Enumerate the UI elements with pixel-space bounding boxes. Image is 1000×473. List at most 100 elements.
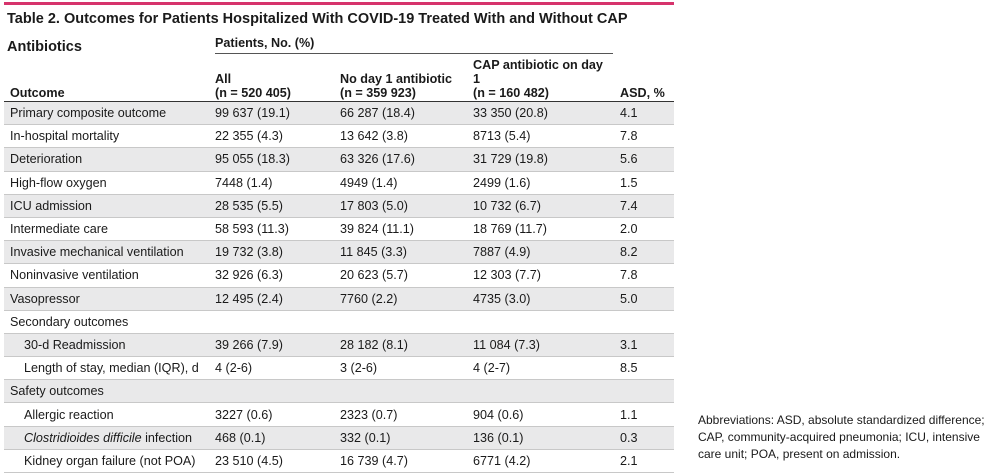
row-label: Kidney organ failure (not POA) — [4, 449, 209, 473]
patients-group-label: Patients, No. (%) — [215, 36, 614, 54]
cell-cap-antibiotic: 10 732 (6.7) — [467, 194, 615, 218]
cell-asd: 8.5 — [614, 356, 675, 381]
row-label: High-flow oxygen — [4, 171, 209, 195]
row-label: Deterioration — [4, 147, 209, 172]
cell-all: 99 637 (19.1) — [209, 101, 334, 126]
cell-cap-antibiotic — [467, 379, 615, 404]
cell-all: 468 (0.1) — [209, 426, 334, 450]
column-header-no-antibiotic: No day 1 antibiotic (n = 359 923) — [334, 57, 467, 102]
abbreviations-footnote: Abbreviations: ASD, absolute standardize… — [698, 413, 985, 461]
cell-cap-antibiotic: 11 084 (7.3) — [467, 333, 615, 358]
cell-no-antibiotic: 7760 (2.2) — [334, 287, 467, 311]
table-row: Safety outcomes — [4, 379, 675, 404]
cell-no-antibiotic: 16 739 (4.7) — [334, 449, 467, 473]
column-header-cap-antibiotic-label: CAP antibiotic on day 1 — [473, 58, 603, 86]
cell-cap-antibiotic: 31 729 (19.8) — [467, 147, 615, 172]
cell-all: 39 266 (7.9) — [209, 333, 334, 358]
column-header-all: All (n = 520 405) — [209, 57, 334, 102]
cell-no-antibiotic: 4949 (1.4) — [334, 171, 467, 195]
column-header-cap-antibiotic-n: (n = 160 482) — [473, 86, 549, 100]
cell-all — [209, 310, 334, 334]
cell-no-antibiotic: 20 623 (5.7) — [334, 263, 467, 288]
table-row: Noninvasive ventilation 32 926 (6.3) 20 62… — [4, 263, 675, 288]
table-row: Intermediate care 58 593 (11.3) 39 824 (11… — [4, 217, 675, 242]
cell-all — [209, 379, 334, 404]
table-row: Deterioration 95 055 (18.3) 63 326 (17.6) 3… — [4, 147, 675, 172]
cell-no-antibiotic: 17 803 (5.0) — [334, 194, 467, 218]
table-row: Allergic reaction 3227 (0.6) 2323 (0.7) 904… — [4, 402, 675, 427]
table-row: In-hospital mortality 22 355 (4.3) 13 642 … — [4, 124, 675, 149]
column-header-asd: ASD, % — [614, 57, 675, 102]
row-label: Primary composite outcome — [4, 101, 209, 126]
table-body: Primary composite outcome 99 637 (19.1) 66… — [4, 101, 675, 473]
cell-no-antibiotic: 28 182 (8.1) — [334, 333, 467, 358]
cell-asd: 5.0 — [614, 287, 675, 311]
patients-group-header: Patients, No. (%) — [209, 33, 615, 57]
table-row: 30-d Readmission 39 266 (7.9) 28 182 (8.1)… — [4, 333, 675, 358]
table-row: ICU admission 28 535 (5.5) 17 803 (5.0) 10 … — [4, 194, 675, 218]
cell-cap-antibiotic: 8713 (5.4) — [467, 124, 615, 149]
table-row: Invasive mechanical ventilation 19 732 (3… — [4, 240, 675, 265]
cell-no-antibiotic: 3 (2-6) — [334, 356, 467, 381]
cell-cap-antibiotic: 33 350 (20.8) — [467, 101, 615, 126]
outcomes-table: Patients, No. (%) Outcome All (n = 520 4… — [4, 33, 675, 473]
row-label: Noninvasive ventilation — [4, 263, 209, 288]
row-label: Safety outcomes — [4, 379, 209, 404]
row-label: Length of stay, median (IQR), d — [4, 356, 209, 381]
cell-all: 32 926 (6.3) — [209, 263, 334, 288]
cell-no-antibiotic: 332 (0.1) — [334, 426, 467, 450]
column-header-no-antibiotic-label: No day 1 antibiotic — [340, 72, 452, 86]
table-row: Kidney organ failure (not POA) 23 510 (4.… — [4, 449, 675, 473]
column-header-no-antibiotic-n: (n = 359 923) — [340, 86, 416, 100]
cell-asd: 3.1 — [614, 333, 675, 358]
cell-asd: 7.8 — [614, 124, 675, 149]
row-label-rest: infection — [141, 430, 192, 445]
title-accent-rule — [4, 2, 674, 5]
row-label: 30-d Readmission — [4, 333, 209, 358]
table-row: Secondary outcomes — [4, 310, 675, 334]
cell-all: 95 055 (18.3) — [209, 147, 334, 172]
row-label: In-hospital mortality — [4, 124, 209, 149]
cell-cap-antibiotic: 904 (0.6) — [467, 402, 615, 427]
row-label: Allergic reaction — [4, 402, 209, 427]
cell-all: 12 495 (2.4) — [209, 287, 334, 311]
cell-all: 7448 (1.4) — [209, 171, 334, 195]
cell-asd: 2.1 — [614, 449, 675, 473]
cell-no-antibiotic: 63 326 (17.6) — [334, 147, 467, 172]
cell-all: 3227 (0.6) — [209, 402, 334, 427]
row-label: Vasopressor — [4, 287, 209, 311]
table-title: Table 2. Outcomes for Patients Hospitali… — [7, 11, 628, 55]
column-header-all-n: (n = 520 405) — [215, 86, 291, 100]
row-label-italic: Clostridioides difficile — [24, 430, 142, 445]
cell-no-antibiotic: 39 824 (11.1) — [334, 217, 467, 242]
cell-cap-antibiotic: 12 303 (7.7) — [467, 263, 615, 288]
cell-asd: 0.3 — [614, 426, 675, 450]
cell-asd: 7.8 — [614, 263, 675, 288]
table-row: Vasopressor 12 495 (2.4) 7760 (2.2) 4735 (3… — [4, 287, 675, 311]
cell-asd: 4.1 — [614, 101, 675, 126]
cell-no-antibiotic: 2323 (0.7) — [334, 402, 467, 427]
cell-cap-antibiotic: 18 769 (11.7) — [467, 217, 615, 242]
cell-all: 22 355 (4.3) — [209, 124, 334, 149]
header-spacer-right — [614, 33, 675, 57]
cell-cap-antibiotic: 4735 (3.0) — [467, 287, 615, 311]
row-label: ICU admission — [4, 194, 209, 218]
cell-asd: 1.1 — [614, 402, 675, 427]
cell-cap-antibiotic: 6771 (4.2) — [467, 449, 615, 473]
cell-all: 28 535 (5.5) — [209, 194, 334, 218]
cell-cap-antibiotic: 4 (2-7) — [467, 356, 615, 381]
column-header-all-label: All — [215, 72, 232, 86]
cell-all: 19 732 (3.8) — [209, 240, 334, 265]
cell-no-antibiotic — [334, 379, 467, 404]
column-header-outcome: Outcome — [4, 57, 209, 102]
cell-asd: 7.4 — [614, 194, 675, 218]
row-label: Intermediate care — [4, 217, 209, 242]
cell-asd: 2.0 — [614, 217, 675, 242]
cell-all: 23 510 (4.5) — [209, 449, 334, 473]
row-label: Clostridioides difficile infection — [4, 426, 209, 450]
cell-asd: 1.5 — [614, 171, 675, 195]
cell-cap-antibiotic — [467, 310, 615, 334]
table-header: Patients, No. (%) Outcome All (n = 520 4… — [4, 33, 675, 102]
cell-all: 58 593 (11.3) — [209, 217, 334, 242]
